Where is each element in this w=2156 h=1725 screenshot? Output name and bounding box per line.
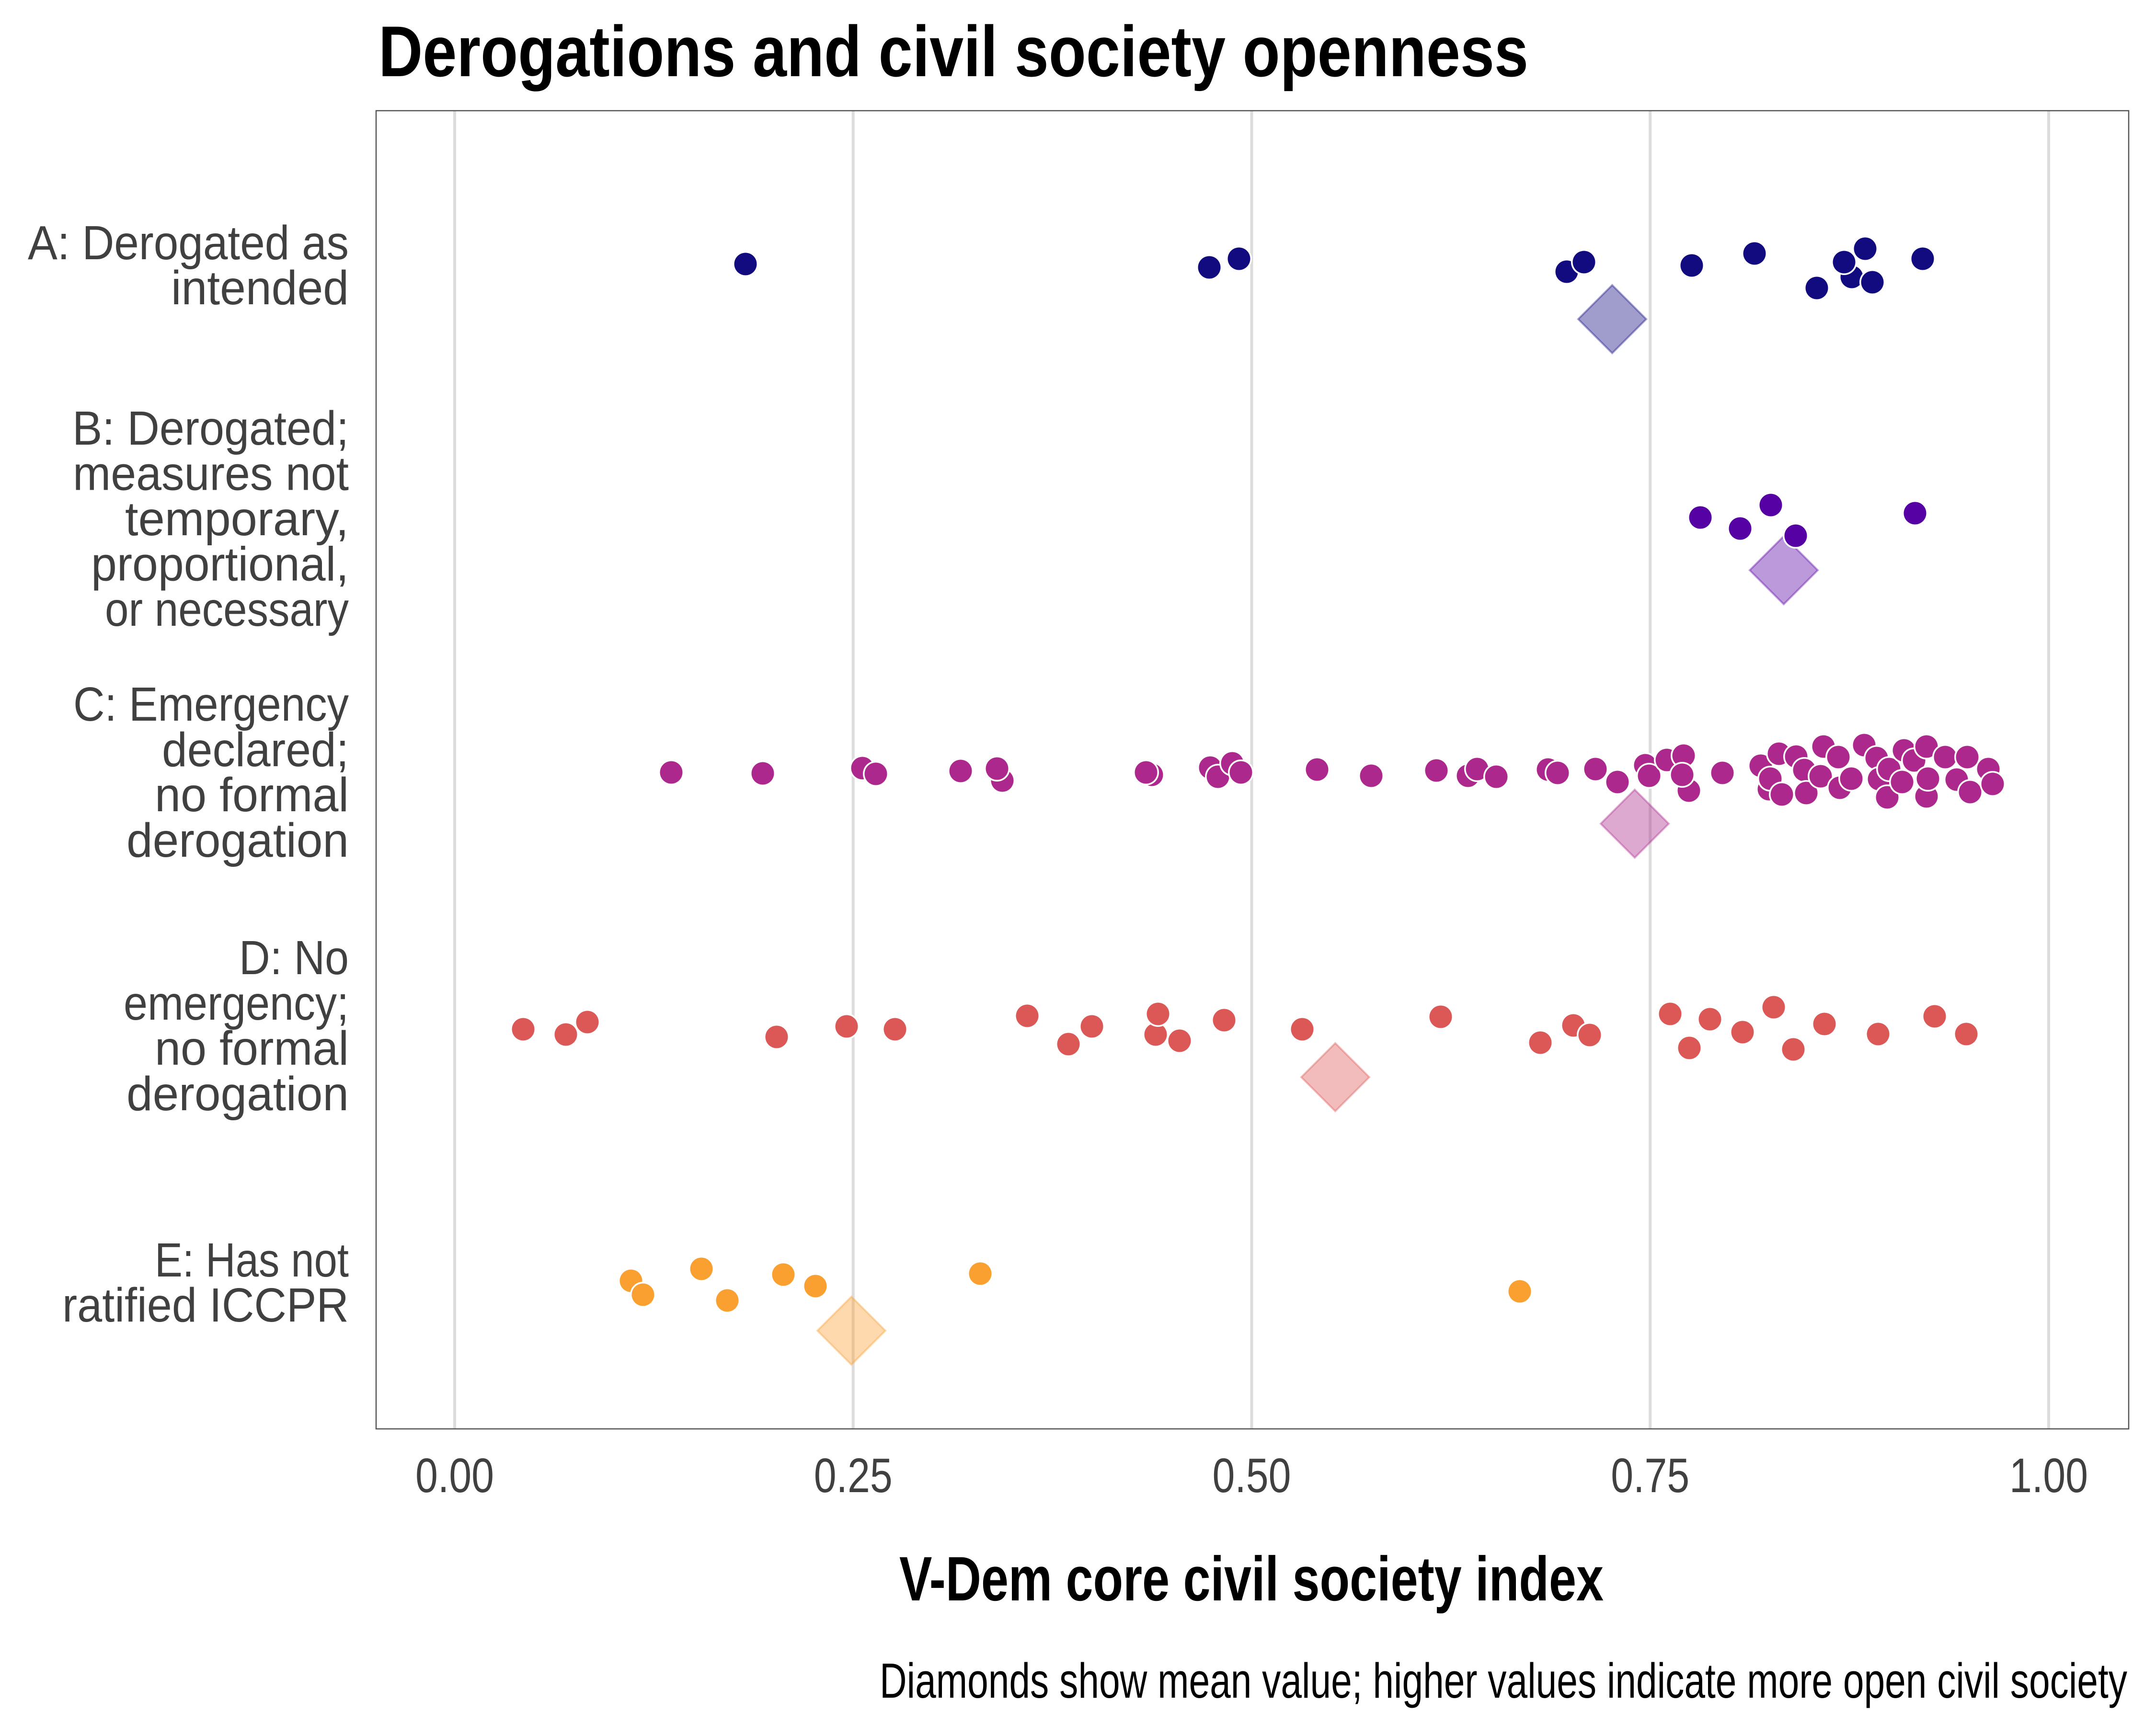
svg-text:1.00: 1.00 — [2009, 1449, 2088, 1503]
svg-text:0.50: 0.50 — [1213, 1449, 1291, 1503]
svg-text:derogation: derogation — [126, 1067, 349, 1121]
svg-text:A: Derogated as: A: Derogated as — [28, 216, 349, 270]
svg-text:derogation: derogation — [126, 814, 349, 867]
svg-text:temporary,: temporary, — [125, 492, 349, 546]
svg-text:V-Dem core civil society index: V-Dem core civil society index — [899, 1543, 1604, 1614]
svg-text:or necessary: or necessary — [105, 583, 349, 636]
svg-text:E: Has not: E: Has not — [155, 1233, 349, 1287]
svg-text:intended: intended — [171, 261, 349, 315]
svg-text:C: Emergency: C: Emergency — [73, 678, 349, 731]
svg-text:D: No: D: No — [239, 931, 349, 985]
svg-text:ratified ICCPR: ratified ICCPR — [62, 1278, 349, 1332]
svg-text:Diamonds show mean value; high: Diamonds show mean value; higher values … — [880, 1653, 2127, 1708]
svg-text:B: Derogated;: B: Derogated; — [72, 402, 349, 455]
svg-text:no formal: no formal — [155, 1022, 349, 1075]
svg-text:measures not: measures not — [73, 447, 349, 501]
svg-text:0.25: 0.25 — [814, 1449, 893, 1503]
svg-text:declared;: declared; — [162, 723, 349, 777]
svg-text:0.75: 0.75 — [1611, 1449, 1689, 1503]
svg-text:Derogations and civil society: Derogations and civil society openness — [378, 11, 1528, 92]
svg-text:0.00: 0.00 — [415, 1449, 494, 1503]
svg-text:proportional,: proportional, — [91, 538, 349, 591]
svg-text:no formal: no formal — [155, 768, 349, 822]
svg-text:emergency;: emergency; — [124, 977, 349, 1030]
